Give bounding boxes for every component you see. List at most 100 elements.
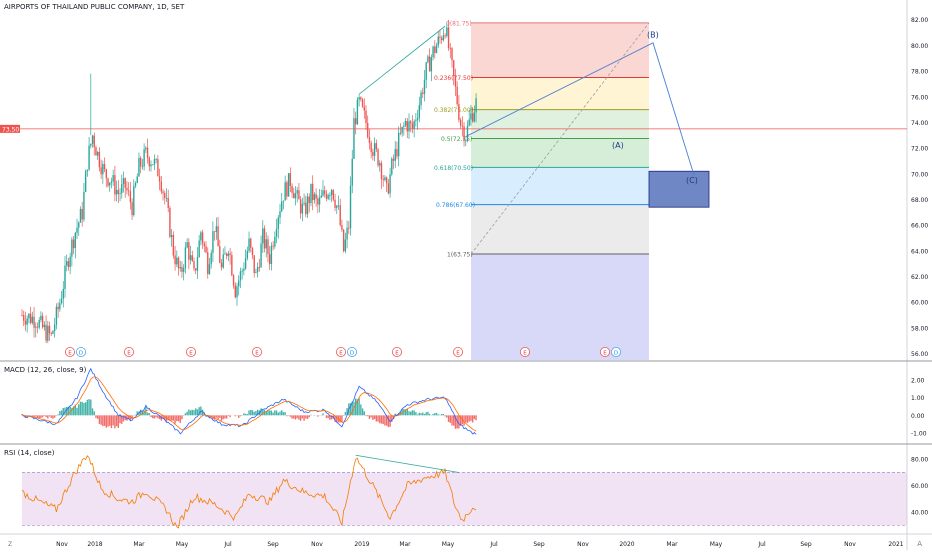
macd-histogram-bar [358,398,359,415]
earnings-marker-label: E [255,350,259,356]
candle-body [295,193,296,198]
macd-histogram-bar [302,415,303,418]
macd-histogram-bar [152,415,153,418]
macd-histogram-bar [290,415,291,416]
time-tick-label: May [176,541,189,548]
candle-body [463,126,464,141]
candle-body [205,246,206,252]
macd-histogram-bar [283,412,284,415]
candle-body [109,183,110,186]
earnings-marker-label: E [189,350,193,356]
candle-body [130,191,131,202]
candle-body [56,307,57,325]
macd-histogram-bar [276,411,277,416]
candle-body [438,37,439,46]
time-tick-label: Sep [800,541,812,548]
candle-body [121,184,122,193]
candle-body [106,169,107,178]
candle-body [207,252,208,274]
auto-scale-button[interactable]: A [917,540,922,548]
macd-histogram-bar [415,412,416,415]
candle-body [290,173,291,186]
macd-histogram-bar [407,409,408,415]
macd-histogram-bar [47,415,48,418]
macd-histogram-bar [174,415,175,423]
candle-body [178,258,179,269]
macd-histogram-bar [111,415,112,428]
candle-body [446,27,447,35]
macd-histogram-bar [226,415,227,418]
macd-histogram-bar [149,413,150,415]
macd-histogram-bar [228,415,229,416]
candle-body [138,158,139,177]
candle-body [73,240,74,249]
macd-histogram-bar [192,410,193,415]
candle-body [391,159,392,175]
candle-body [248,239,249,251]
macd-histogram-bar [114,415,115,428]
macd-histogram-bar [150,415,151,417]
macd-histogram-bar [451,415,452,425]
macd-histogram-bar [45,415,46,417]
target-zone-box [649,171,709,207]
candle-body [358,97,359,99]
time-tick-label: Nov [844,541,856,548]
macd-histogram-bar [355,398,356,415]
candle-body [221,263,222,268]
earnings-marker-label: E [127,350,131,356]
fib-level-label: 1(63.75) [447,252,473,259]
macd-histogram-bar [298,415,299,419]
candle-body [114,175,115,194]
earnings-marker-label: E [603,350,607,356]
candle-body [441,38,442,40]
candle-body [150,164,151,166]
candle-body [293,193,294,198]
candle-body [300,199,301,213]
macd-histogram-bar [190,410,191,415]
candle-body [413,121,414,129]
candle-body [245,258,246,269]
candle-body [307,197,308,215]
candle-body [443,35,444,40]
macd-histogram-bar [39,415,40,418]
candle-body [155,159,156,160]
macd-histogram-bar [40,415,41,418]
candle-body [64,266,65,289]
macd-histogram-bar [92,408,93,415]
candle-body [379,163,380,165]
candle-body [198,240,199,257]
candle-body [269,254,270,264]
candle-body [405,121,406,126]
candle-body [45,325,46,341]
candle-body [217,226,218,246]
candle-body [241,271,242,272]
candle-body [388,183,389,193]
candle-body [458,104,459,120]
time-tick-label: Mar [133,541,145,548]
candle-body [190,255,191,260]
candle-body [319,198,320,205]
candle-body [47,326,48,341]
macd-histogram-bar [188,410,189,416]
candle-body [279,211,280,217]
candle-body [284,182,285,200]
candle-body [66,261,67,265]
candle-body [23,315,24,321]
fib-extension-zone [471,254,649,360]
macd-histogram-bar [82,402,83,415]
candle-body [192,255,193,261]
macd-histogram-bar [154,415,155,418]
earnings-marker-label: E [523,350,527,356]
macd-histogram-bar [434,413,435,415]
candle-body [226,254,227,257]
macd-histogram-bar [362,408,363,415]
macd-histogram-bar [309,415,310,417]
macd-histogram-bar [474,415,475,419]
candle-body [171,235,172,237]
time-tick-label: May [710,541,723,548]
macd-histogram-bar [360,404,361,415]
fib-zone [471,205,649,254]
macd-histogram-bar [326,415,327,418]
